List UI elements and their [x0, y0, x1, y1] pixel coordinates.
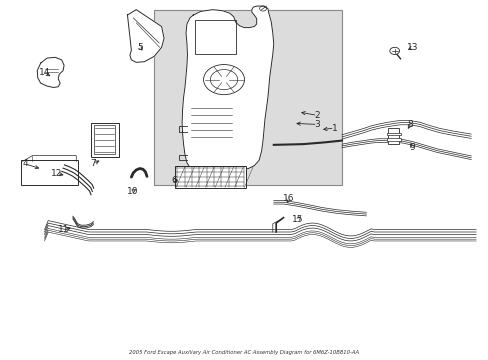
Bar — [386, 133, 400, 135]
Text: 9: 9 — [409, 143, 415, 152]
Polygon shape — [182, 6, 273, 173]
Polygon shape — [127, 10, 163, 62]
Bar — [387, 128, 398, 144]
Text: 8: 8 — [407, 120, 412, 129]
Bar — [194, 21, 236, 54]
Text: 14: 14 — [39, 68, 50, 77]
Text: 1: 1 — [331, 123, 337, 132]
Polygon shape — [37, 57, 64, 87]
Text: 2: 2 — [314, 111, 320, 120]
Text: 10: 10 — [126, 187, 138, 196]
Circle shape — [389, 47, 399, 54]
Text: 15: 15 — [292, 215, 303, 224]
Text: 4: 4 — [22, 159, 28, 168]
Text: 12: 12 — [51, 169, 62, 178]
Bar — [91, 123, 119, 157]
Text: 13: 13 — [406, 43, 418, 52]
Bar — [175, 166, 245, 188]
Text: 7: 7 — [90, 159, 96, 168]
Text: 3: 3 — [314, 120, 320, 129]
Bar — [94, 126, 115, 154]
Text: 6: 6 — [171, 176, 176, 185]
Text: 11: 11 — [58, 225, 70, 234]
Bar — [386, 138, 400, 140]
Text: 16: 16 — [282, 194, 294, 203]
Text: 5: 5 — [137, 43, 142, 52]
FancyBboxPatch shape — [154, 10, 341, 185]
Text: 2005 Ford Escape Auxiliary Air Conditioner AC Assembly Diagram for 6M6Z-10B810-A: 2005 Ford Escape Auxiliary Air Condition… — [129, 350, 359, 355]
